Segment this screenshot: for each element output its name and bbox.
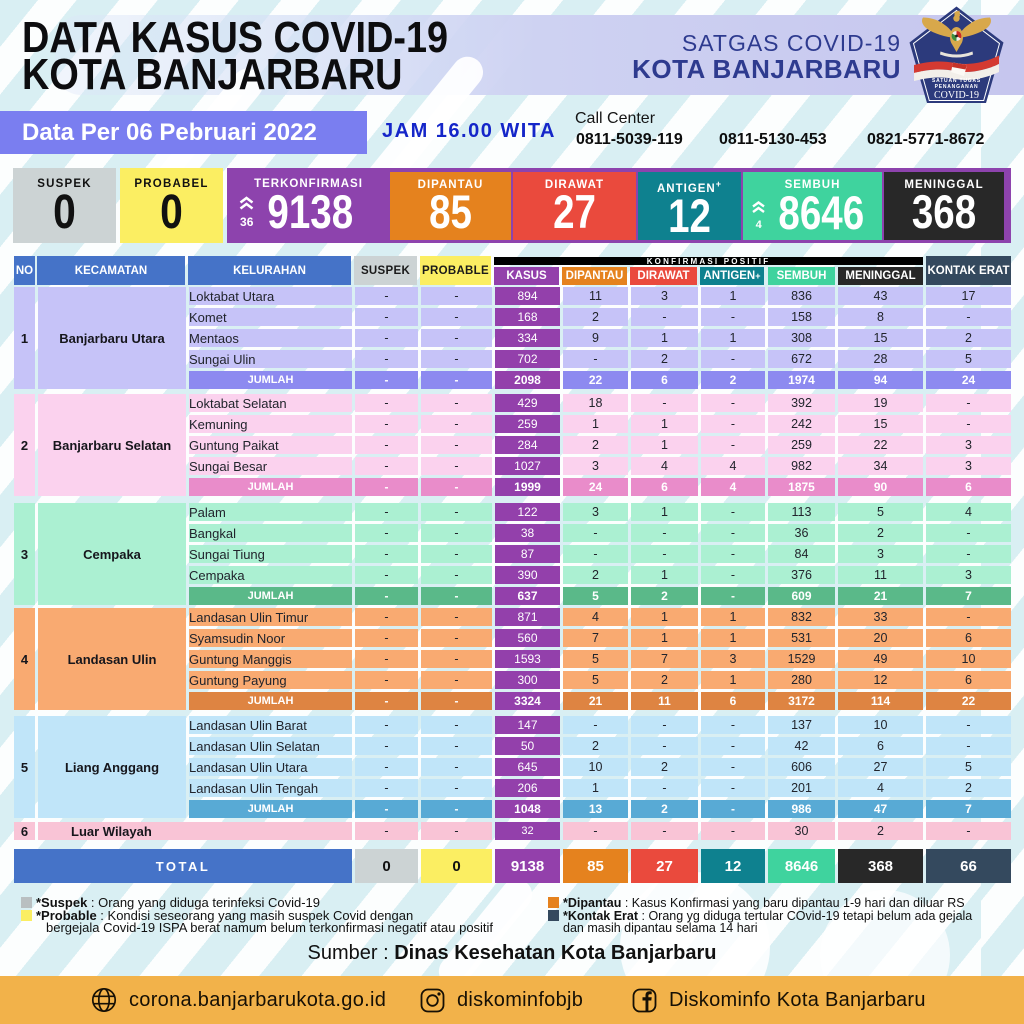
svg-text:COVID-19: COVID-19 (934, 90, 979, 101)
svg-text:SATUAN TUGAS: SATUAN TUGAS (932, 78, 981, 84)
svg-text:PENANGANAN: PENANGANAN (935, 84, 979, 90)
